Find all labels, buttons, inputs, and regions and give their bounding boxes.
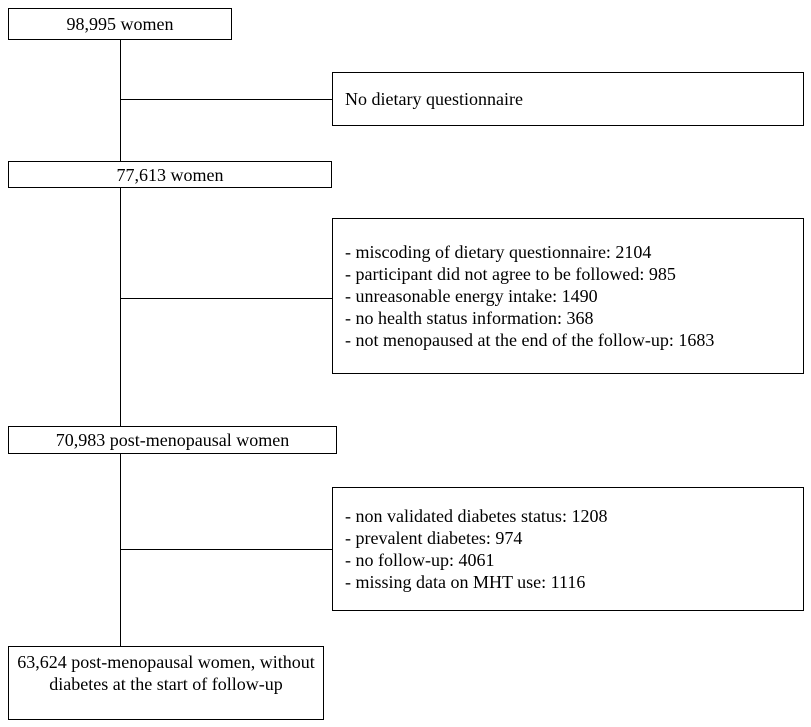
exclusion-1-text: No dietary questionnaire <box>345 89 523 109</box>
box-start-text: 98,995 women <box>66 14 174 34</box>
box-start: 98,995 women <box>8 8 232 40</box>
exclusion-box-2: - miscoding of dietary questionnaire: 21… <box>332 218 804 374</box>
flow-spine-2 <box>120 188 121 426</box>
exclusion-2-item: - not menopaused at the end of the follo… <box>345 330 715 350</box>
connector-exclusion-3 <box>120 549 332 550</box>
box-after-questionnaire-text: 77,613 women <box>116 165 224 185</box>
connector-exclusion-2 <box>120 298 332 299</box>
exclusion-2-list: - miscoding of dietary questionnaire: 21… <box>345 241 803 351</box>
exclusion-2-item: - no health status information: 368 <box>345 308 594 328</box>
box-post-menopausal-text: 70,983 post-menopausal women <box>55 430 290 450</box>
exclusion-3-item: - non validated diabetes status: 1208 <box>345 506 608 526</box>
box-final-text: 63,624 post-menopausal women, without di… <box>17 652 315 694</box>
exclusion-3-item: - no follow-up: 4061 <box>345 550 495 570</box>
box-post-menopausal: 70,983 post-menopausal women <box>8 426 337 454</box>
exclusion-box-3: - non validated diabetes status: 1208 - … <box>332 487 804 611</box>
exclusion-2-item: - unreasonable energy intake: 1490 <box>345 286 598 306</box>
flow-spine-3 <box>120 454 121 646</box>
connector-exclusion-1 <box>120 99 332 100</box>
exclusion-box-1: No dietary questionnaire <box>332 72 804 126</box>
flow-spine-1 <box>120 40 121 161</box>
exclusion-3-item: - missing data on MHT use: 1116 <box>345 572 586 592</box>
box-final: 63,624 post-menopausal women, without di… <box>8 646 324 720</box>
exclusion-2-item: - miscoding of dietary questionnaire: 21… <box>345 242 652 262</box>
exclusion-3-item: - prevalent diabetes: 974 <box>345 528 523 548</box>
box-after-questionnaire: 77,613 women <box>8 161 332 188</box>
exclusion-2-item: - participant did not agree to be follow… <box>345 264 676 284</box>
exclusion-3-list: - non validated diabetes status: 1208 - … <box>345 505 803 593</box>
